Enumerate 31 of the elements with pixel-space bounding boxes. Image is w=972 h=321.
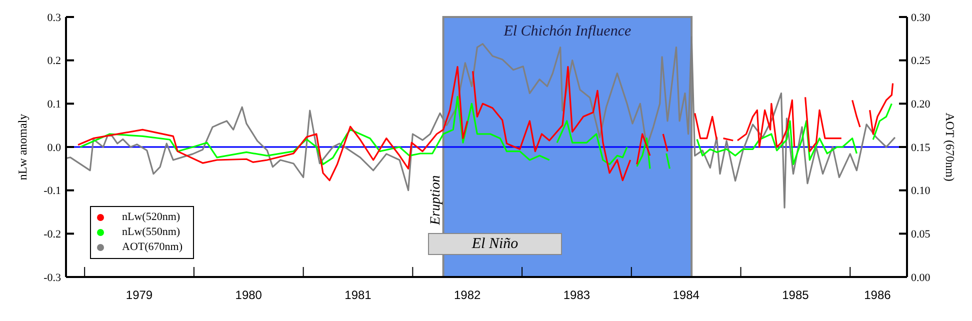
x-tick-label: 1983 [563,288,590,302]
legend-label: AOT(670nm) [122,240,182,255]
y-tick-label: 0.3 [47,12,62,24]
y-axis-title: nLw anomaly [15,114,30,180]
y-tick-label: 0.2 [47,55,61,68]
y-tick-label: -0.3 [44,272,62,284]
label-box: El Niño [428,233,562,255]
x-tick-label: 1981 [344,288,372,302]
y2-tick-label: 0.00 [911,272,931,284]
x-tick-label: 1979 [126,288,153,302]
y2-tick-label: 0.20 [911,98,931,111]
band-label: El Chichón Influence [502,24,632,40]
y2-axis-title: AOT (670nm) [942,112,957,182]
y2-tick-label: 0.10 [911,185,931,198]
y-tick-label: -0.2 [44,228,61,241]
x-tick-label: 1982 [454,288,482,302]
annotation: Eruption [428,175,444,226]
y-tick-label: -0.1 [44,185,61,198]
y-tick-label: 0.1 [47,98,61,111]
legend-label: nLw(550nm) [122,225,180,240]
x-tick-label: 1980 [235,288,262,302]
y2-tick-label: 0.25 [911,55,931,68]
x-tick-label: 1986 [864,288,892,302]
y2-tick-label: 0.15 [911,142,931,154]
y-tick-label: 0.0 [47,142,62,154]
x-tick-label: 1985 [782,288,810,302]
legend-label: nLw(520nm) [122,210,180,225]
y2-tick-label: 0.05 [911,228,931,241]
y2-tick-label: 0.30 [911,12,931,24]
x-tick-label: 1984 [672,288,700,302]
annotation: El Niño [472,236,518,252]
